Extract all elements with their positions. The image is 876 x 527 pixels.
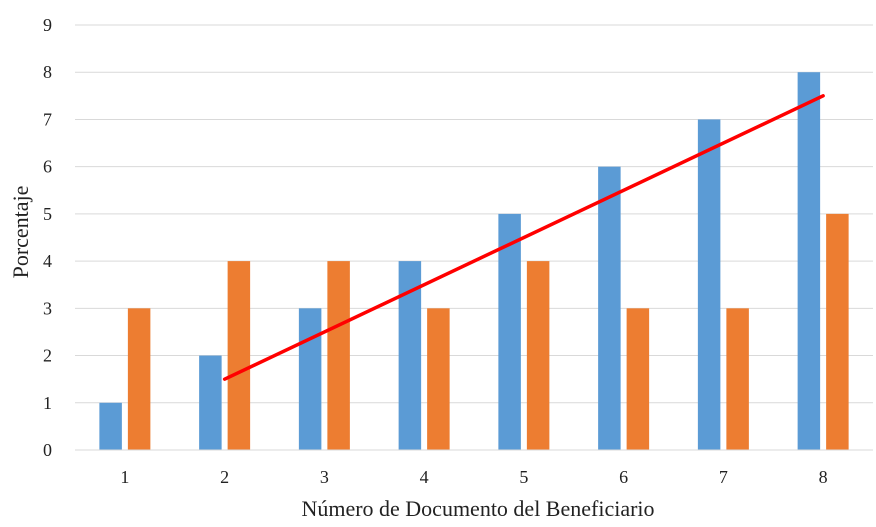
y-tick-label: 5 (43, 204, 52, 224)
bar-series-2-2 (227, 261, 251, 450)
x-tick-label: 2 (220, 467, 229, 487)
bar-series-1-1 (99, 402, 122, 450)
bar-series-1-2 (199, 355, 222, 450)
x-tick-label: 7 (719, 467, 728, 487)
y-axis-title: Porcentaje (8, 186, 33, 279)
bar-series-2-7 (726, 308, 749, 450)
bar-series-2-5 (526, 261, 550, 450)
bar-series-2-3 (327, 261, 350, 450)
bar-series-1-4 (398, 261, 422, 450)
y-tick-label: 1 (43, 393, 52, 413)
x-tick-label: 3 (320, 467, 329, 487)
y-tick-label: 6 (43, 157, 52, 177)
x-axis-ticks: 1 2 3 4 5 6 7 8 (120, 467, 827, 487)
y-tick-label: 2 (43, 346, 52, 366)
bar-series-1-7 (697, 119, 721, 450)
bar-series-1-3 (298, 308, 322, 450)
bar-series-1-5 (498, 213, 521, 450)
x-axis-title: Número de Documento del Beneficiario (301, 496, 654, 521)
bar-series-2-6 (626, 308, 650, 450)
x-tick-label: 4 (420, 467, 429, 487)
x-tick-label: 5 (519, 467, 528, 487)
bars (99, 72, 849, 450)
bar-series-2-8 (826, 213, 849, 450)
x-tick-label: 6 (619, 467, 628, 487)
y-tick-label: 8 (43, 62, 52, 82)
y-tick-label: 4 (43, 251, 52, 271)
bar-series-2-4 (427, 308, 450, 450)
bar-series-2-1 (127, 308, 151, 450)
bar-series-1-6 (598, 166, 621, 450)
y-axis-ticks: 0 1 2 3 4 5 6 7 8 9 (43, 15, 52, 460)
y-tick-label: 7 (43, 109, 52, 129)
bar-series-1-8 (797, 72, 821, 450)
trendline (222, 94, 825, 381)
x-tick-label: 1 (120, 467, 129, 487)
y-tick-label: 9 (43, 15, 52, 35)
x-tick-label: 8 (819, 467, 828, 487)
grid-lines (75, 24, 873, 404)
y-tick-label: 0 (43, 440, 52, 460)
y-tick-label: 3 (43, 298, 52, 318)
